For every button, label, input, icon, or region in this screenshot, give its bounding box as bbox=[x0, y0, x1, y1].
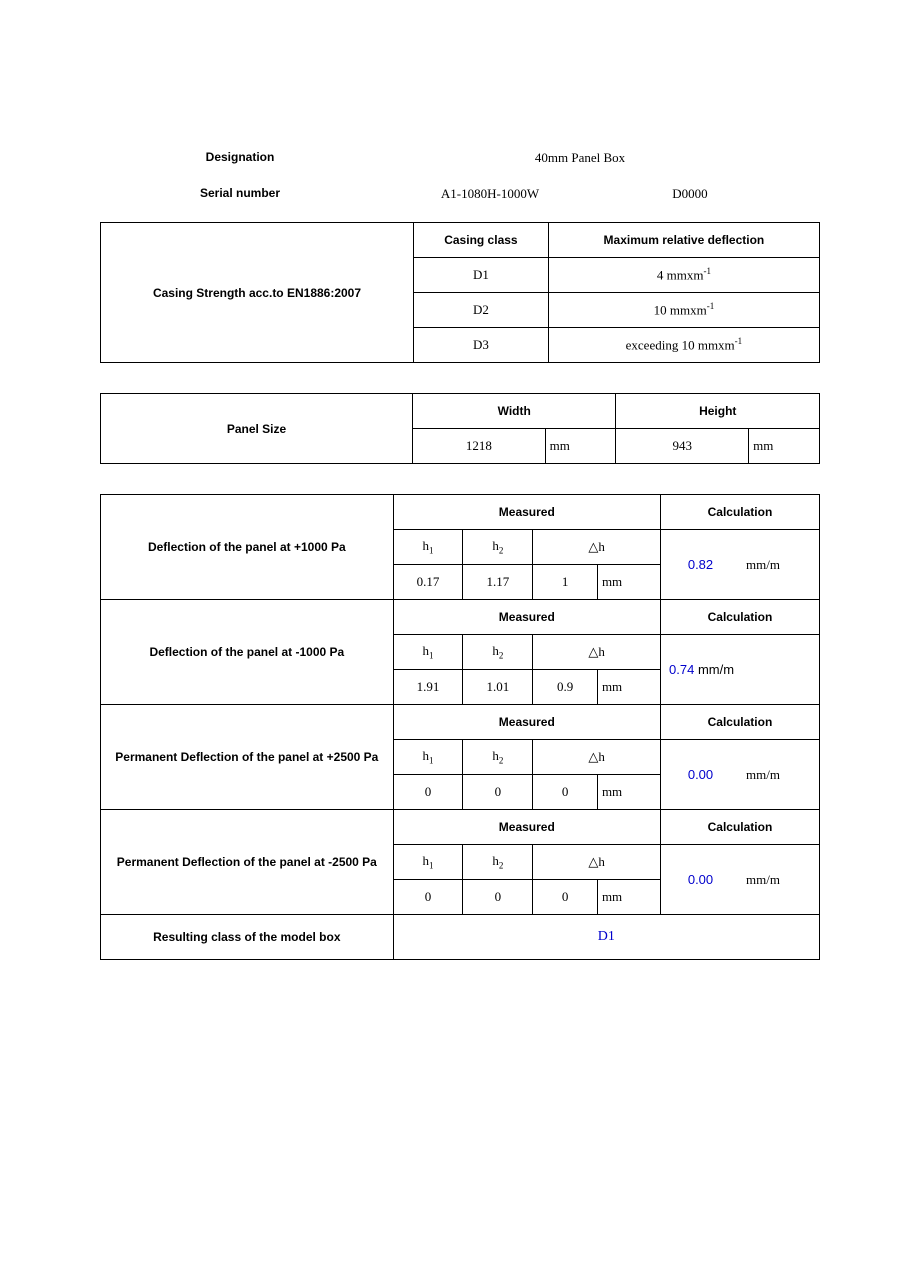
test3-h2-label: h2 bbox=[463, 845, 533, 880]
test3-dh-label: △h bbox=[533, 845, 661, 880]
test0-h1-value: 0.17 bbox=[393, 565, 463, 600]
designation-label: Designation bbox=[100, 150, 380, 166]
test0-dh-value: 1 bbox=[533, 565, 598, 600]
test0-calc-header: Calculation bbox=[660, 495, 819, 530]
test1-dh-label: △h bbox=[533, 635, 661, 670]
header-designation-row: Designation 40mm Panel Box bbox=[100, 150, 820, 166]
test2-calc-header: Calculation bbox=[660, 705, 819, 740]
test0-h2-label: h2 bbox=[463, 530, 533, 565]
casing-class-d2: D2 bbox=[414, 293, 549, 328]
test0-dh-label: △h bbox=[533, 530, 661, 565]
test3-measured-header: Measured bbox=[393, 810, 660, 845]
serial-value-b: D0000 bbox=[600, 186, 780, 202]
test2-dh-value: 0 bbox=[533, 775, 598, 810]
casing-strength-label: Casing Strength acc.to EN1886:2007 bbox=[101, 223, 414, 363]
test3-calc-value: 0.00 bbox=[660, 845, 740, 915]
test3-h1-label: h1 bbox=[393, 845, 463, 880]
test1-h1-label: h1 bbox=[393, 635, 463, 670]
test2-dh-unit: mm bbox=[597, 775, 660, 810]
panel-size-table: Panel Size Width Height 1218 mm 943 mm bbox=[100, 393, 820, 464]
casing-strength-table: Casing Strength acc.to EN1886:2007 Casin… bbox=[100, 222, 820, 363]
test3-calc-unit: mm/m bbox=[740, 845, 819, 915]
serial-value-a: A1-1080H-1000W bbox=[380, 186, 600, 202]
test0-h1-label: h1 bbox=[393, 530, 463, 565]
test3-label: Permanent Deflection of the panel at -25… bbox=[101, 810, 394, 915]
casing-deflection-d2: 10 mmxm-1 bbox=[548, 293, 819, 328]
test3-calc-header: Calculation bbox=[660, 810, 819, 845]
test1-measured-header: Measured bbox=[393, 600, 660, 635]
casing-deflection-d1: 4 mmxm-1 bbox=[548, 258, 819, 293]
casing-class-header: Casing class bbox=[414, 223, 549, 258]
test2-h1-label: h1 bbox=[393, 740, 463, 775]
panel-width-header: Width bbox=[413, 394, 616, 429]
test1-h2-label: h2 bbox=[463, 635, 533, 670]
panel-height-header: Height bbox=[616, 394, 820, 429]
header-serial-row: Serial number A1-1080H-1000W D0000 bbox=[100, 186, 820, 202]
test2-dh-label: △h bbox=[533, 740, 661, 775]
max-deflection-header: Maximum relative deflection bbox=[548, 223, 819, 258]
test1-calc-value: 0.74 mm/m bbox=[660, 635, 740, 705]
test2-h1-value: 0 bbox=[393, 775, 463, 810]
test2-h2-label: h2 bbox=[463, 740, 533, 775]
test0-h2-value: 1.17 bbox=[463, 565, 533, 600]
panel-height-value: 943 bbox=[616, 429, 749, 464]
test3-dh-unit: mm bbox=[597, 880, 660, 915]
test0-calc-value: 0.82 bbox=[660, 530, 740, 600]
casing-class-d3: D3 bbox=[414, 328, 549, 363]
deflection-tests-table: Deflection of the panel at +1000 Pa Meas… bbox=[100, 494, 820, 960]
test2-measured-header: Measured bbox=[393, 705, 660, 740]
serial-label: Serial number bbox=[100, 186, 380, 202]
test2-calc-unit: mm/m bbox=[740, 740, 819, 810]
test1-calc-header: Calculation bbox=[660, 600, 819, 635]
test1-calc-spacer bbox=[740, 635, 819, 705]
test2-label: Permanent Deflection of the panel at +25… bbox=[101, 705, 394, 810]
casing-class-d1: D1 bbox=[414, 258, 549, 293]
test3-h2-value: 0 bbox=[463, 880, 533, 915]
test0-measured-header: Measured bbox=[393, 495, 660, 530]
casing-deflection-d3: exceeding 10 mmxm-1 bbox=[548, 328, 819, 363]
test1-h1-value: 1.91 bbox=[393, 670, 463, 705]
panel-size-label: Panel Size bbox=[101, 394, 413, 464]
test1-label: Deflection of the panel at -1000 Pa bbox=[101, 600, 394, 705]
panel-width-value: 1218 bbox=[413, 429, 546, 464]
designation-value: 40mm Panel Box bbox=[380, 150, 780, 166]
panel-width-unit: mm bbox=[545, 429, 616, 464]
test0-label: Deflection of the panel at +1000 Pa bbox=[101, 495, 394, 600]
test2-calc-value: 0.00 bbox=[660, 740, 740, 810]
result-label: Resulting class of the model box bbox=[101, 915, 394, 960]
result-value: D1 bbox=[393, 915, 819, 960]
panel-height-unit: mm bbox=[749, 429, 820, 464]
test3-dh-value: 0 bbox=[533, 880, 598, 915]
test2-h2-value: 0 bbox=[463, 775, 533, 810]
test1-h2-value: 1.01 bbox=[463, 670, 533, 705]
test0-calc-unit: mm/m bbox=[740, 530, 819, 600]
test1-dh-unit: mm bbox=[597, 670, 660, 705]
test1-dh-value: 0.9 bbox=[533, 670, 598, 705]
test3-h1-value: 0 bbox=[393, 880, 463, 915]
test0-dh-unit: mm bbox=[597, 565, 660, 600]
